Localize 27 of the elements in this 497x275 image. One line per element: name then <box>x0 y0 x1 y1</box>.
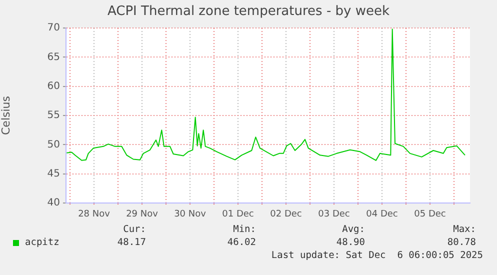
x-tick-label: 04 Dec <box>366 210 398 220</box>
y-tick-label: 50 <box>47 139 60 150</box>
text: Last update: Sat Dec 6 06:00:05 2025 <box>271 250 483 261</box>
text: Cur: <box>123 224 146 235</box>
text: 48.90 <box>336 237 365 248</box>
x-tick-label: 05 Dec <box>414 210 446 220</box>
text: Min: <box>233 224 256 235</box>
text: Max: <box>453 224 476 235</box>
y-tick-label: 55 <box>47 110 60 122</box>
x-tick-label: 29 Nov <box>126 210 159 220</box>
text: 80.78 <box>447 237 476 248</box>
y-tick-label: 65 <box>47 52 60 63</box>
text: 48.17 <box>117 237 146 248</box>
x-tick-label: 28 Nov <box>78 210 111 220</box>
legend-label: acpitz <box>25 237 60 248</box>
text: Avg: <box>342 224 365 235</box>
x-tick-label: 02 Dec <box>270 210 302 220</box>
y-tick-label: 40 <box>47 198 60 209</box>
y-tick-label: 60 <box>47 80 60 92</box>
chart-title: ACPI Thermal zone temperatures - by week <box>106 4 391 19</box>
x-tick-label: 30 Nov <box>174 210 207 220</box>
y-tick-label: 45 <box>47 168 60 180</box>
text: 46.02 <box>227 237 256 248</box>
x-tick-label: 03 Dec <box>318 210 350 220</box>
y-axis-title: Celsius <box>0 96 12 135</box>
x-tick-label: 01 Dec <box>222 210 254 220</box>
y-tick-label: 70 <box>47 22 60 34</box>
